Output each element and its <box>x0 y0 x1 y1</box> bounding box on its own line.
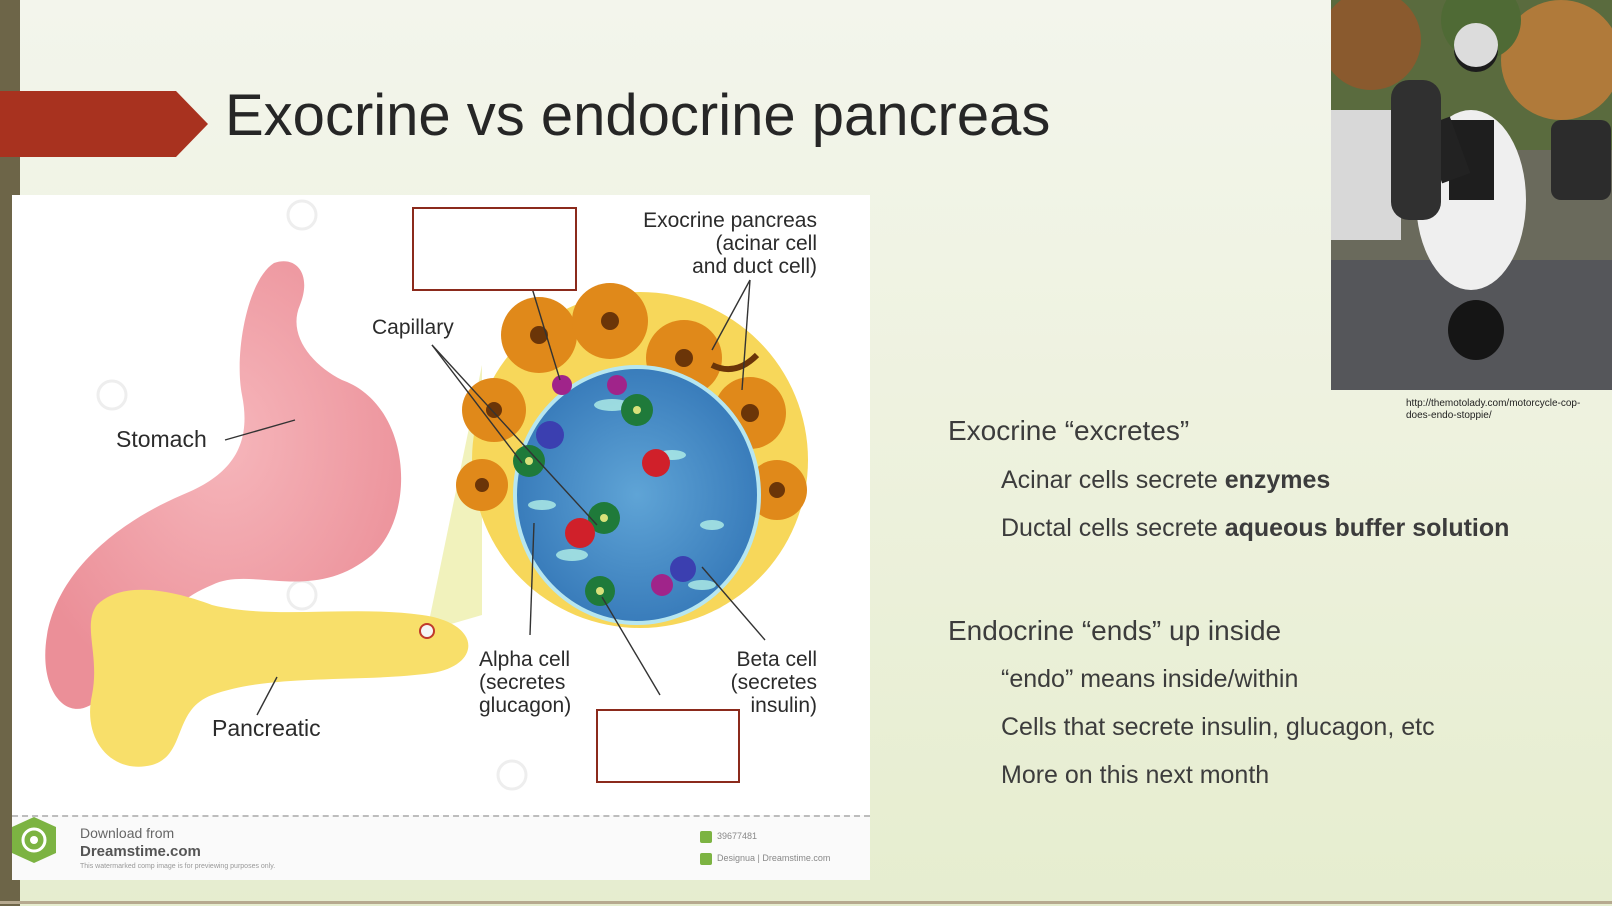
title-arrow-shape <box>0 91 208 157</box>
pancreas-diagram: Exocrine pancreas (acinar cell and duct … <box>12 195 870 880</box>
pancreas-illustration <box>45 199 808 791</box>
bottom-divider <box>0 901 1612 904</box>
dreamstime-name: Dreamstime.com <box>80 843 201 860</box>
watermark-note: This watermarked comp image is for previ… <box>80 863 276 870</box>
label-beta-cell: Beta cell (secretes insulin) <box>730 648 817 717</box>
blank-label-box-bottom <box>596 709 740 783</box>
dreamstime-footer: Download from Dreamstime.com This waterm… <box>12 815 870 880</box>
photo-caption: http://themotolady.com/motorcycle-cop- d… <box>1406 398 1581 421</box>
bullet-exocrine-heading: Exocrine “excretes” <box>948 415 1190 446</box>
islet-cells <box>513 375 696 606</box>
motorcycle-stoppie-photo <box>1331 0 1612 390</box>
label-alpha-cell: Alpha cell (secretes glucagon) <box>479 648 572 717</box>
bullet-acinar: Acinar cells secrete enzymes <box>1001 466 1331 494</box>
blank-label-box-top <box>412 207 577 291</box>
bullet-cells-secrete: Cells that secrete insulin, glucagon, et… <box>1001 713 1435 741</box>
bullet-endocrine-heading: Endocrine “ends” up inside <box>948 615 1282 646</box>
bullet-ductal: Ductal cells secrete aqueous buffer solu… <box>1001 514 1510 542</box>
label-stomach: Stomach <box>116 426 207 452</box>
label-pancreatic: Pancreatic <box>212 715 321 741</box>
image-credit: Designua | Dreamstime.com <box>717 853 831 863</box>
id-icon <box>700 831 712 843</box>
bullet-next-month: More on this next month <box>1001 761 1270 789</box>
bullet-endo-means: “endo” means inside/within <box>1001 665 1299 693</box>
slide-title: Exocrine vs endocrine pancreas <box>225 83 1051 148</box>
label-capillary: Capillary <box>372 316 454 339</box>
label-exocrine-pancreas: Exocrine pancreas (acinar cell and duct … <box>643 209 817 278</box>
credit-icon <box>700 853 712 865</box>
dreamstime-logo-icon <box>12 817 56 863</box>
image-id: 39677481 <box>717 831 758 841</box>
download-from-text: Download from <box>80 825 175 841</box>
